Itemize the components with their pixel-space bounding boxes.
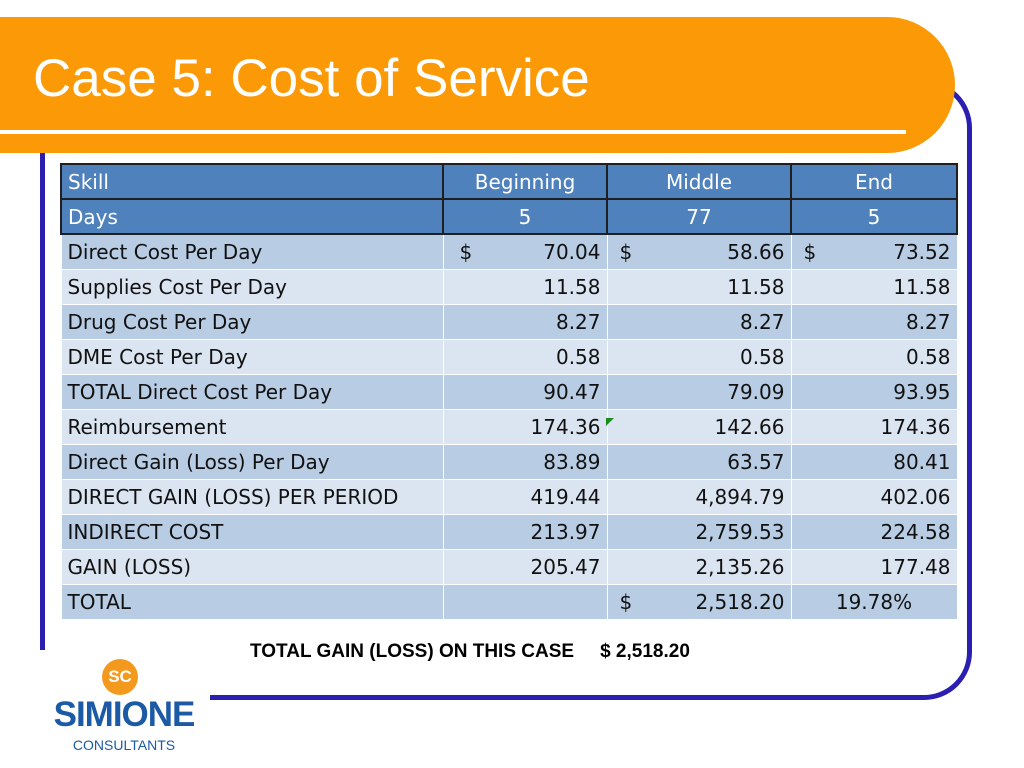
title-underline — [0, 130, 906, 134]
days-label: Days — [60, 198, 444, 235]
logo-name: SIMIONE — [53, 695, 196, 734]
row-label: TOTAL — [60, 583, 444, 620]
cell-beginning: 419.44 — [442, 478, 608, 515]
cell-beginning: 174.36 — [442, 408, 608, 445]
cell-beginning: 11.58 — [442, 268, 608, 305]
cost-table: Skill Beginning Middle End Days 5 77 5 D… — [60, 163, 958, 620]
cell-end: 224.58 — [790, 513, 958, 550]
cell-beginning: $70.04 — [442, 233, 608, 270]
cell-beginning: 83.89 — [442, 443, 608, 480]
row-label: Drug Cost Per Day — [60, 303, 444, 340]
cell-middle: 142.66 — [606, 408, 792, 445]
table-row-total: TOTAL $2,518.20 19.78% — [60, 583, 958, 620]
cell-end: $73.52 — [790, 233, 958, 270]
row-label: Supplies Cost Per Day — [60, 268, 444, 305]
table-row: DIRECT GAIN (LOSS) PER PERIOD 419.44 4,8… — [60, 478, 958, 515]
slide-title: Case 5: Cost of Service — [33, 49, 590, 108]
cell-end: 174.36 — [790, 408, 958, 445]
cell-beginning: 213.97 — [442, 513, 608, 550]
logo-mark: SC — [102, 659, 138, 695]
table-row: Supplies Cost Per Day 11.58 11.58 11.58 — [60, 268, 958, 305]
cell-comment-indicator — [606, 418, 614, 426]
header-beginning: Beginning — [442, 163, 608, 200]
table-header-row: Skill Beginning Middle End — [60, 163, 958, 200]
currency-symbol: $ — [459, 239, 473, 264]
table-days-row: Days 5 77 5 — [60, 198, 958, 235]
days-beginning: 5 — [442, 198, 608, 235]
row-label: Direct Cost Per Day — [60, 233, 444, 270]
cell-end: 0.58 — [790, 338, 958, 375]
cell-value: 58.66 — [727, 239, 785, 264]
row-label: DME Cost Per Day — [60, 338, 444, 375]
cell-value: 70.04 — [543, 239, 601, 264]
header-skill: Skill — [60, 163, 444, 200]
cell-middle: $2,518.20 — [606, 583, 792, 620]
simione-logo: SC SIMIONE CONSULTANTS — [44, 659, 204, 759]
currency-symbol: $ — [803, 239, 817, 264]
row-label: GAIN (LOSS) — [60, 548, 444, 585]
logo-subtitle: CONSULTANTS — [72, 737, 176, 753]
summary-label: TOTAL GAIN (LOSS) ON THIS CASE — [250, 641, 575, 662]
row-label: Direct Gain (Loss) Per Day — [60, 443, 444, 480]
table-row: Direct Gain (Loss) Per Day 83.89 63.57 8… — [60, 443, 958, 480]
cell-end: 177.48 — [790, 548, 958, 585]
summary-line: TOTAL GAIN (LOSS) ON THIS CASE $ 2,518.20 — [250, 641, 690, 663]
days-end: 5 — [790, 198, 958, 235]
cell-middle: 79.09 — [606, 373, 792, 410]
table-row: DME Cost Per Day 0.58 0.58 0.58 — [60, 338, 958, 375]
cell-end: 11.58 — [790, 268, 958, 305]
table-row: Drug Cost Per Day 8.27 8.27 8.27 — [60, 303, 958, 340]
row-label: TOTAL Direct Cost Per Day — [60, 373, 444, 410]
days-middle: 77 — [606, 198, 792, 235]
header-end: End — [790, 163, 958, 200]
table-row: Reimbursement 174.36 142.66 174.36 — [60, 408, 958, 445]
cell-middle: 4,894.79 — [606, 478, 792, 515]
cell-beginning: 205.47 — [442, 548, 608, 585]
cell-middle: 8.27 — [606, 303, 792, 340]
row-label: DIRECT GAIN (LOSS) PER PERIOD — [60, 478, 444, 515]
row-label: Reimbursement — [60, 408, 444, 445]
table-row: INDIRECT COST 213.97 2,759.53 224.58 — [60, 513, 958, 550]
cell-middle: 63.57 — [606, 443, 792, 480]
cell-value: 2,518.20 — [695, 589, 785, 614]
cell-value: 73.52 — [893, 239, 951, 264]
summary-value: $ 2,518.20 — [600, 641, 690, 662]
table-row: TOTAL Direct Cost Per Day 90.47 79.09 93… — [60, 373, 958, 410]
cell-end: 402.06 — [790, 478, 958, 515]
table-row: Direct Cost Per Day $70.04 $58.66 $73.52 — [60, 233, 958, 270]
cell-middle: 0.58 — [606, 338, 792, 375]
cell-end: 93.95 — [790, 373, 958, 410]
table-row: GAIN (LOSS) 205.47 2,135.26 177.48 — [60, 548, 958, 585]
cell-middle: 2,135.26 — [606, 548, 792, 585]
cell-middle: 11.58 — [606, 268, 792, 305]
currency-symbol: $ — [619, 589, 633, 614]
cell-end: 8.27 — [790, 303, 958, 340]
cell-end: 80.41 — [790, 443, 958, 480]
cell-beginning: 8.27 — [442, 303, 608, 340]
cell-middle: $58.66 — [606, 233, 792, 270]
cell-beginning: 90.47 — [442, 373, 608, 410]
cell-end: 19.78% — [790, 583, 958, 620]
cell-beginning — [442, 583, 608, 620]
header-middle: Middle — [606, 163, 792, 200]
cell-middle: 2,759.53 — [606, 513, 792, 550]
currency-symbol: $ — [619, 239, 633, 264]
row-label: INDIRECT COST — [60, 513, 444, 550]
cell-beginning: 0.58 — [442, 338, 608, 375]
